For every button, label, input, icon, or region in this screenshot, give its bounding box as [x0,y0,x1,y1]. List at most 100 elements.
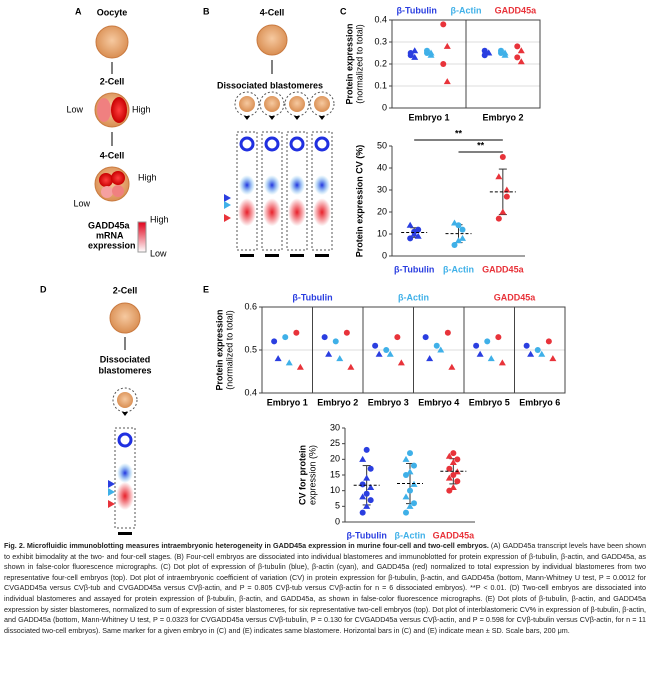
dot [424,47,430,54]
dot [386,350,394,357]
chart: 0 5 10 15 20 25 30 CV for protein expression (%)… [297,422,475,540]
dot [545,338,552,345]
band [238,198,256,227]
dot [363,490,370,497]
gel-lane [236,131,258,251]
x-tick-label: Embryo 6 [519,397,560,407]
y-tick-label: 30 [330,422,340,432]
arrow [244,116,250,120]
x-tick-label: Embryo 1 [267,397,308,407]
label: GADD45a [88,220,131,230]
dot [455,237,462,244]
dot [325,350,333,357]
dot [495,215,502,222]
x-tick-label: Embryo 4 [418,397,459,407]
cell [112,185,124,197]
label: expression [88,240,136,250]
dot [449,484,457,491]
droplet [259,91,285,117]
dot [363,502,371,509]
label: Dissociated blastomeres [217,80,323,90]
dot [454,456,461,463]
band [117,463,133,483]
dot [440,21,447,28]
band [263,198,281,227]
blastomere [117,392,133,408]
dot [459,234,466,241]
annotation: ** [455,128,463,138]
dot [481,47,488,54]
dot [451,242,458,248]
dot [448,363,456,370]
dot [406,468,414,475]
dot [367,465,374,472]
cell [101,186,113,198]
dot [503,193,510,200]
dot [538,350,546,357]
panel-letter: D [40,284,47,294]
arrow [269,116,275,120]
dot [499,208,507,215]
y-tick-label: 0.4 [244,387,257,397]
dot [454,478,461,485]
dot [375,350,383,357]
dot [407,235,414,242]
label: High [138,172,157,182]
label: Oocyte [97,7,128,17]
band [289,175,305,196]
y-tick-label: 0 [382,250,387,260]
y-axis-label: Protein expression [214,309,224,390]
dot [443,78,451,85]
dot [406,221,414,228]
cell [99,173,113,187]
legend-entry: β-Tubulin [397,5,437,15]
dot [495,334,502,341]
dot [422,334,429,341]
diagrams: A Oocyte 2-Cell Low High 4-Cell High Low… [40,6,347,535]
label: High [132,104,151,114]
scale-bar [315,254,329,257]
cell [111,97,127,123]
label: 2-Cell [113,285,138,295]
dot [549,355,557,362]
dot [481,52,488,59]
band-marker [224,194,231,202]
dot [363,474,371,481]
dot [397,359,405,366]
band [116,482,134,510]
gel-lane [286,131,308,251]
dot [449,458,457,465]
caption: Fig. 2. Microfluidic immunoblotting meas… [4,541,646,636]
y-tick-label: 10 [330,485,340,495]
band-marker [108,480,115,488]
legend-entry: β-Actin [398,292,429,302]
y-axis-label: (normalized to total) [354,24,364,104]
dot [411,53,419,60]
dot [455,222,462,229]
dot [411,462,417,469]
x-tick-label: β-Tubulin [394,264,434,274]
blastomere [289,96,305,112]
oocyte [95,25,129,59]
y-tick-label: 0.3 [374,36,387,46]
dot [359,509,366,516]
x-tick-label: Embryo 2 [317,397,358,407]
y-tick-label: 20 [330,454,340,464]
dot [407,50,414,56]
well [117,432,133,448]
dot [476,350,484,357]
dot [359,481,366,488]
y-axis-label: expression (%) [307,445,317,505]
band [239,175,255,196]
well [264,136,280,152]
y-tick-label: 10 [377,228,387,238]
plot-frame [261,306,566,394]
droplet [309,91,335,117]
label: Low [73,198,90,208]
dot [367,484,375,491]
dot [427,49,435,56]
y-tick-label: 0.1 [374,80,387,90]
dot [445,474,453,481]
cell [97,98,111,122]
well [289,136,305,152]
